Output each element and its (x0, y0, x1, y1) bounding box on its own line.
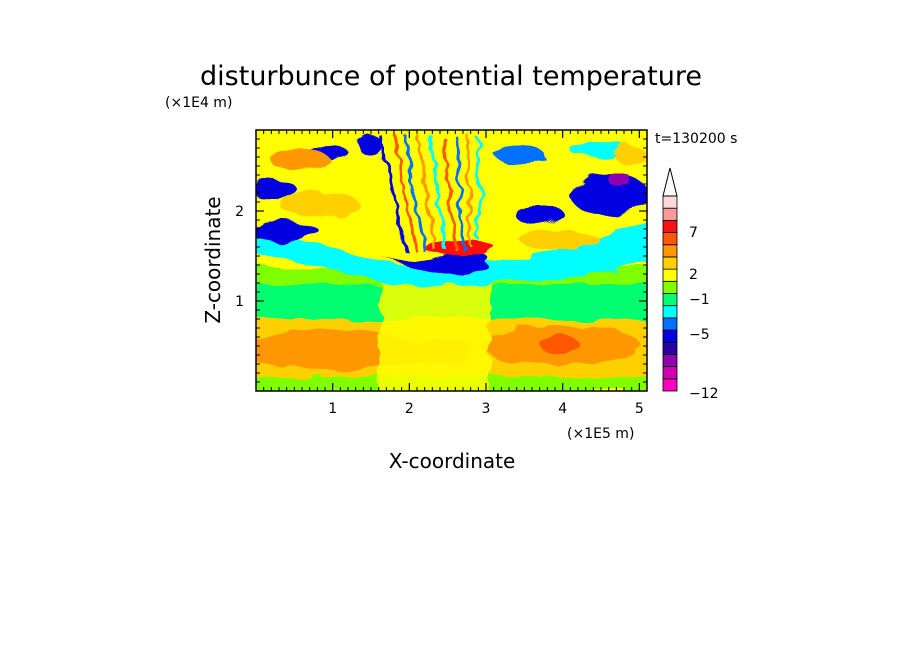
x-tick-label: 5 (635, 401, 644, 417)
colorbar-swatch (662, 366, 678, 380)
colorbar-swatch (662, 305, 678, 319)
colorbar-extend-arrow (662, 167, 678, 197)
colorbar-label: −1 (689, 292, 710, 308)
colorbar-swatch (662, 317, 678, 331)
axis-layer: 1 2 3 4 5 1 2 (235, 130, 647, 417)
colorbar-swatch (662, 219, 678, 233)
colorbar-label: −5 (689, 327, 710, 343)
y-tick-label: 1 (235, 294, 244, 310)
colorbar-swatch (662, 207, 678, 221)
colorbar-swatch (662, 232, 678, 246)
x-tick-label: 1 (328, 401, 337, 417)
colorbar-swatch (662, 244, 678, 258)
x-tick-label: 2 (405, 401, 414, 417)
contour-field (256, 130, 647, 391)
x-scale-label: (×1E5 m) (567, 426, 634, 442)
x-axis-label: X-coordinate (389, 449, 516, 473)
y-scale-label: (×1E4 m) (165, 95, 232, 111)
colorbar-label: −12 (689, 386, 719, 402)
colorbar-swatch (662, 268, 678, 282)
chart-title: disturbunce of potential temperature (200, 61, 702, 92)
y-tick-label: 2 (235, 204, 244, 220)
colorbar-swatch (662, 195, 678, 209)
plot-frame (255, 129, 648, 392)
y-axis-label: Z-coordinate (201, 196, 225, 323)
colorbar-swatch (662, 378, 678, 392)
colorbar-swatch (662, 256, 678, 270)
colorbar-swatch (662, 354, 678, 368)
colorbar-label: 7 (689, 225, 698, 241)
time-label: t=130200 s (655, 131, 737, 147)
colorbar-swatch (662, 280, 678, 294)
colorbar-swatch (662, 329, 678, 343)
colorbar: 7 2 −1 −5 −12 (662, 167, 719, 402)
x-tick-label: 3 (482, 401, 491, 417)
colorbar-swatch (662, 293, 678, 307)
x-tick-label: 4 (558, 401, 567, 417)
colorbar-label: 2 (689, 267, 698, 283)
colorbar-swatch (662, 341, 678, 355)
